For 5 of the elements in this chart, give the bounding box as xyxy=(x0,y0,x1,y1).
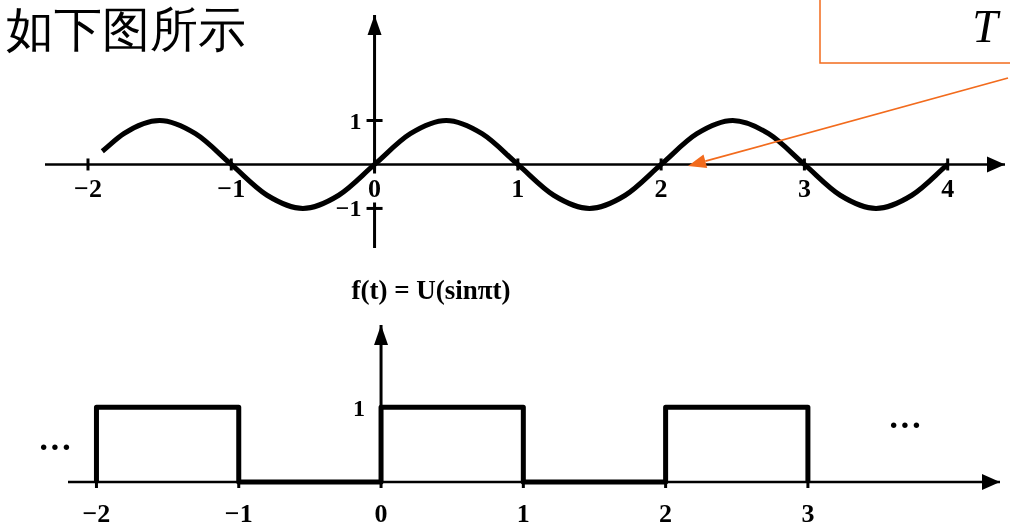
annotation: ··· xyxy=(38,428,72,465)
title: f(t) = U(sinπt) xyxy=(351,275,511,305)
annotation: ··· xyxy=(888,406,922,443)
annotation: 1 xyxy=(353,395,366,422)
annotation: 如下图所示 xyxy=(6,1,246,57)
